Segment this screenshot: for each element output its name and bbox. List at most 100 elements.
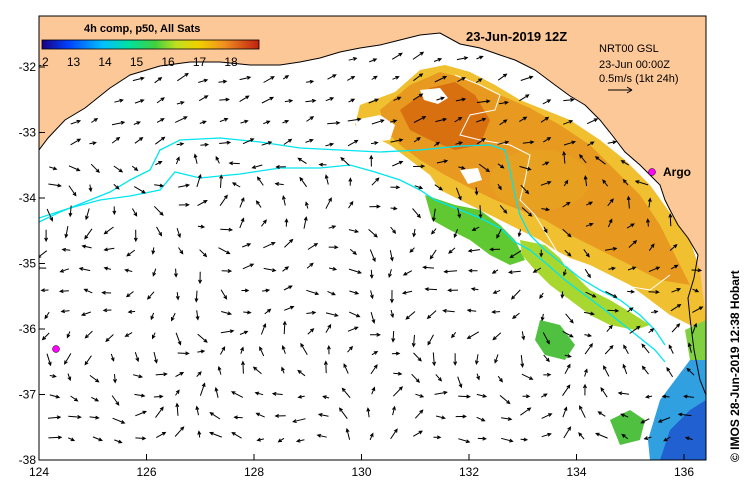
current-arrow (646, 218, 650, 227)
current-arrow (242, 138, 255, 145)
current-arrow (214, 386, 219, 398)
y-tick-label: -35 (19, 257, 37, 271)
current-arrow (231, 432, 242, 439)
y-tick-label: -34 (19, 191, 37, 205)
current-arrow (595, 432, 608, 439)
current-arrow (519, 94, 530, 102)
current-arrow (563, 120, 574, 125)
current-arrow (90, 163, 100, 174)
current-arrow (221, 311, 233, 316)
colorbar-tick-label: 18 (224, 55, 238, 69)
current-arrow (284, 99, 294, 103)
current-arrow (80, 311, 91, 316)
colorbar-tick-label: 17 (193, 55, 207, 69)
current-arrow (241, 288, 250, 293)
current-arrow (255, 200, 262, 208)
current-arrow (324, 174, 329, 185)
current-arrow (563, 140, 577, 146)
current-arrow (512, 312, 520, 320)
current-arrow (627, 266, 637, 271)
current-arrow (692, 288, 700, 293)
current-arrow (369, 269, 374, 280)
current-arrow (474, 354, 479, 366)
current-arrow (565, 313, 574, 324)
current-arrow (671, 323, 681, 333)
current-arrow (84, 355, 92, 366)
current-arrow (199, 120, 207, 125)
current-arrow (317, 413, 329, 417)
colorbar-tick-label: 14 (98, 55, 112, 69)
current-arrow (478, 205, 483, 219)
current-arrow (200, 142, 210, 147)
current-arrow (215, 155, 220, 164)
current-arrow (467, 268, 478, 273)
current-arrow (540, 393, 548, 398)
current-arrow (103, 226, 114, 235)
current-arrow (251, 164, 263, 169)
current-arrow (634, 180, 649, 186)
current-arrow (112, 417, 126, 424)
current-arrow (124, 268, 133, 273)
current-arrow (458, 394, 471, 399)
argo-marker-west (52, 345, 60, 353)
current-arrow (61, 247, 71, 252)
current-arrow (370, 364, 378, 375)
current-arrow (603, 365, 610, 377)
current-arrow (178, 202, 190, 207)
current-arrow (499, 119, 508, 126)
current-arrow (582, 383, 587, 396)
current-arrow (230, 391, 244, 398)
current-arrow (476, 99, 491, 104)
current-arrow (85, 208, 90, 221)
current-arrow (175, 332, 182, 346)
current-arrow (427, 334, 434, 346)
current-arrow (622, 178, 629, 186)
current-arrow (442, 308, 455, 313)
current-arrow (347, 345, 354, 353)
current-arrow (256, 437, 265, 442)
current-arrow (240, 346, 244, 354)
current-arrow (111, 395, 120, 406)
current-arrow (84, 330, 93, 339)
current-arrow (458, 165, 466, 170)
current-arrow (413, 137, 421, 143)
current-arrow (608, 266, 616, 271)
current-arrow (282, 266, 290, 272)
current-arrow (371, 177, 380, 186)
current-arrow (152, 332, 156, 340)
current-arrow (455, 187, 462, 201)
current-arrow (477, 436, 487, 441)
current-arrow (628, 240, 638, 248)
current-arrow (692, 322, 698, 334)
current-arrow (540, 181, 552, 186)
current-arrow (540, 313, 545, 322)
current-arrow (348, 229, 360, 233)
current-arrow (564, 354, 572, 358)
current-arrow (347, 139, 359, 147)
current-arrow (434, 184, 444, 191)
current-arrow (133, 229, 138, 243)
current-arrow (39, 266, 47, 271)
current-arrow (275, 164, 286, 169)
current-arrow (126, 249, 136, 257)
current-arrow (150, 312, 155, 321)
current-arrow (325, 142, 335, 147)
current-arrow (328, 225, 337, 229)
scale-label: 0.5m/s (1kt 24h) (599, 73, 678, 85)
current-arrow (297, 369, 306, 377)
current-arrow (562, 330, 574, 338)
y-tick-label: -33 (19, 126, 37, 140)
current-arrow (522, 394, 531, 399)
current-arrow (295, 438, 305, 443)
current-arrow (539, 249, 544, 258)
current-arrow (259, 346, 265, 357)
current-arrow (521, 373, 534, 380)
current-arrow (318, 162, 327, 167)
current-arrow (647, 197, 652, 208)
current-arrow (433, 141, 441, 147)
current-arrow (243, 310, 252, 315)
current-arrow (348, 177, 353, 186)
current-arrow (274, 182, 284, 186)
current-arrow (604, 344, 614, 355)
current-arrow (562, 150, 567, 164)
